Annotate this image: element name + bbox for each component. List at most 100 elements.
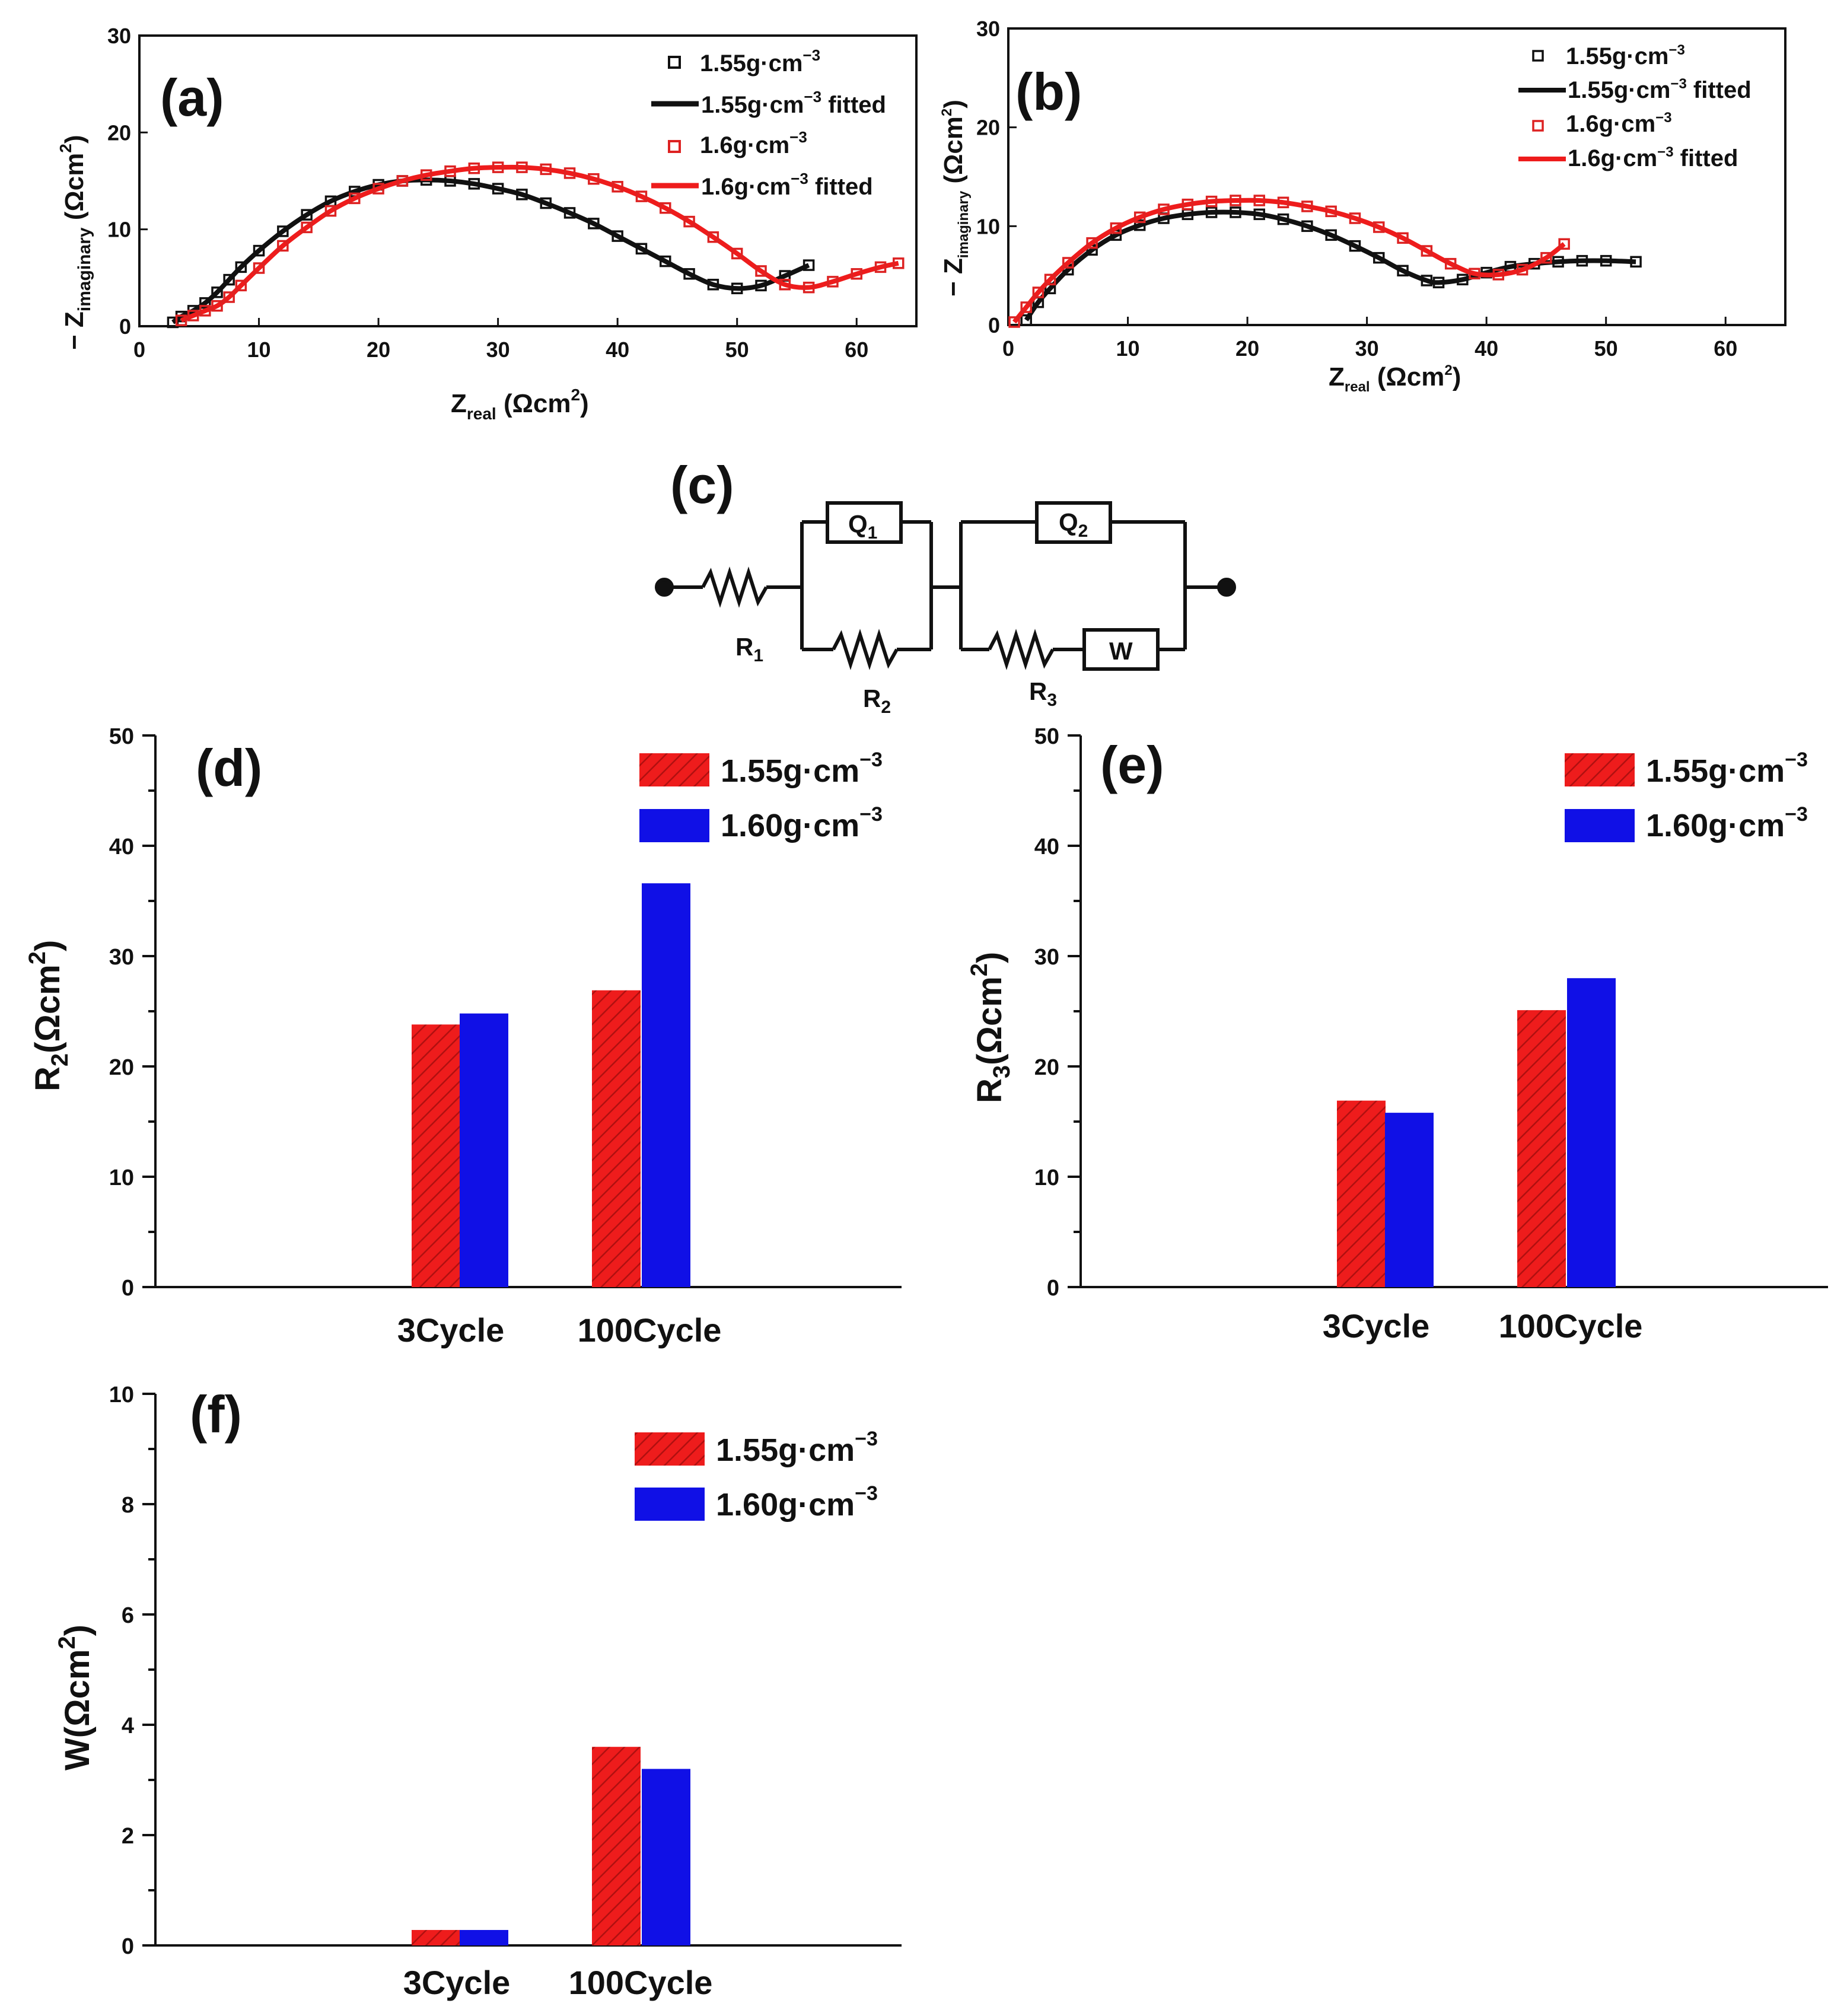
data-point-red xyxy=(1086,237,1098,249)
panel-b-nyquist-plot: 0 10 20 30 40 50 60 0 10 20 30 (b) Zreal (Ωcm2) −… xyxy=(939,17,1787,395)
panel-b-ylabel: − Zimaginary (Ωcm2) xyxy=(939,100,972,297)
data-point-red xyxy=(199,305,211,317)
x-tick-label: 0 xyxy=(1002,336,1014,361)
data-point-red xyxy=(223,291,235,303)
y-tick-label: 30 xyxy=(1034,945,1059,970)
legend-marker-red-square xyxy=(668,140,681,153)
data-point-black xyxy=(660,255,671,267)
y-tick-label: 40 xyxy=(109,835,134,859)
y-tick-label: 0 xyxy=(122,1276,134,1301)
data-point-red xyxy=(468,163,480,174)
y-tick-label: 40 xyxy=(1034,835,1059,859)
y-tick-label: 20 xyxy=(976,116,1000,140)
data-point-black xyxy=(540,197,552,209)
data-point-red xyxy=(1558,238,1570,250)
legend-entry: 1.55g·cm−3 xyxy=(1566,42,1685,69)
y-tick-label: 20 xyxy=(109,1055,134,1080)
x-tick-label: 10 xyxy=(1116,336,1140,361)
legend-swatch-blue xyxy=(639,809,709,842)
fit-line-red xyxy=(180,164,899,323)
x-tick-label: 20 xyxy=(1235,336,1259,361)
x-tick-label: 30 xyxy=(1355,336,1379,361)
data-point-red xyxy=(635,190,648,202)
resistor-r3 xyxy=(988,629,1055,670)
legend-swatch-blue xyxy=(1565,809,1635,842)
panel-a-frame xyxy=(138,34,918,327)
data-point-black xyxy=(223,273,235,286)
data-point-red xyxy=(420,169,432,181)
data-point-black xyxy=(167,316,179,329)
data-point-red xyxy=(1325,205,1337,218)
data-point-black xyxy=(1552,256,1564,268)
bar-1-60 xyxy=(1567,978,1616,1287)
y-tick-label: 10 xyxy=(976,214,1000,238)
panel-d-ylabel: R2(Ωcm2) xyxy=(24,940,73,1091)
bar-1-60 xyxy=(642,1769,690,1945)
data-point-red xyxy=(1349,212,1361,224)
data-point-red xyxy=(1301,200,1313,212)
panel-b-frame xyxy=(1007,27,1787,326)
fit-line-black xyxy=(171,177,810,324)
y-tick-label: 20 xyxy=(107,120,131,145)
y-tick-label: 8 xyxy=(122,1493,134,1518)
fit-line-red xyxy=(1012,198,1566,324)
x-tick-label: 50 xyxy=(725,337,749,362)
category-label: 3Cycle xyxy=(403,1964,511,2001)
y-tick-label: 50 xyxy=(109,724,134,749)
legend-marker-black-square xyxy=(668,56,681,69)
data-point-black xyxy=(1230,206,1241,218)
data-point-red xyxy=(1492,269,1505,281)
legend-entry: 1.55g·cm−3 fitted xyxy=(1568,76,1752,103)
y-tick-label: 0 xyxy=(122,1934,134,1959)
data-point-black xyxy=(1432,276,1445,289)
legend-entry: 1.6g·cm−3 fitted xyxy=(701,170,873,200)
r1-label: R1 xyxy=(735,633,763,665)
panel-c-label: (c) xyxy=(670,456,734,514)
data-point-black xyxy=(635,243,648,255)
data-point-red xyxy=(563,167,576,179)
data-point-red xyxy=(755,265,767,277)
data-point-red xyxy=(516,161,528,173)
panel-f-ylabel: W(Ωcm2) xyxy=(54,1625,97,1770)
legend-entry: 1.55g·cm−3 fitted xyxy=(701,88,886,118)
x-tick-label: 40 xyxy=(606,337,629,362)
data-point-black xyxy=(612,230,623,242)
data-point-red xyxy=(588,173,600,185)
data-point-red xyxy=(1008,316,1020,328)
legend-entry: 1.55g·cm−3 xyxy=(721,749,883,789)
data-point-red xyxy=(707,231,719,243)
y-tick-label: 2 xyxy=(122,1824,134,1849)
data-point-black xyxy=(1301,220,1313,233)
y-tick-label: 10 xyxy=(107,218,131,242)
data-point-red xyxy=(1032,286,1044,298)
data-point-black xyxy=(1205,206,1218,218)
category-label: 3Cycle xyxy=(397,1311,505,1349)
data-point-red xyxy=(1182,198,1194,211)
panel-c-equivalent-circuit: (c) Q1 Q2 W R1 R2 R xyxy=(655,456,1236,717)
data-point-red xyxy=(540,163,552,176)
data-point-black xyxy=(1457,273,1469,286)
legend-entry: 1.6g·cm−3 xyxy=(1566,110,1672,137)
legend-swatch-red xyxy=(635,1432,705,1466)
data-point-red xyxy=(827,276,839,288)
bar-1-55 xyxy=(592,1747,641,1945)
data-point-red xyxy=(349,192,361,205)
bar-1-55 xyxy=(412,1024,460,1287)
data-point-red xyxy=(1253,195,1265,206)
legend-entry: 1.6g·cm−3 fitted xyxy=(1568,144,1738,171)
q2-label: Q2 xyxy=(1059,508,1088,541)
data-point-red xyxy=(211,300,223,312)
data-point-black xyxy=(1349,240,1361,252)
y-tick-label: 30 xyxy=(976,17,1000,41)
panel-a-nyquist-plot: 0 10 20 30 40 50 60 0 10 20 30 (a) Zreal (Ωcm2) −… xyxy=(56,24,918,423)
bar-1-55 xyxy=(1337,1100,1386,1287)
data-point-red xyxy=(492,161,504,173)
panel-b-label: (b) xyxy=(1015,62,1082,121)
x-tick-label: 20 xyxy=(367,337,390,362)
data-point-black xyxy=(1600,254,1612,267)
y-tick-label: 0 xyxy=(119,314,131,339)
bar-1-55 xyxy=(592,990,641,1287)
data-point-red xyxy=(1020,301,1032,313)
bar-1-60 xyxy=(460,1929,508,1945)
